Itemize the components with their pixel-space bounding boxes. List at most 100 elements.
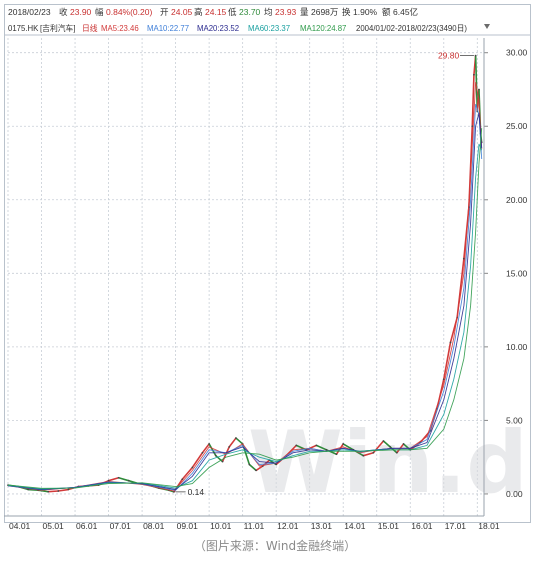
open-value: 24.05 [171,7,193,17]
price-point [395,451,398,454]
price-point [342,443,345,445]
price-segment [191,452,204,468]
annotation-label: 0.14 [188,487,205,497]
ma5-legend: MA5:23.46 [101,24,139,33]
ma-line-ma10 [7,104,483,491]
price-segment [306,444,317,451]
amount-label: 额 [382,7,391,17]
x-tick-label: 07.01 [110,521,132,531]
ma10-legend: MA10:22.77 [147,24,189,33]
y-tick-label: 10.00 [506,342,528,352]
price-segment [215,455,224,463]
chevron-down-icon[interactable] [484,24,490,29]
watermark: Win.d [248,413,528,513]
change-label: 幅 [95,7,104,17]
stock-name-label: [吉利汽车] [40,23,76,33]
price-point [295,444,298,447]
x-tick-label: 18.01 [478,521,500,531]
close-label: 收 [59,7,68,17]
annotations: 29.80 0.14 [175,51,474,497]
x-tick-label: 16.01 [411,521,433,531]
x-tick-label: 10.01 [210,521,232,531]
price-point [462,257,465,260]
price-segment [48,490,59,493]
price-point [228,445,231,448]
price-point [389,445,392,448]
period-button[interactable]: 日线 [82,23,98,33]
x-tick-label: 14.01 [344,521,366,531]
price-point [449,341,452,344]
price-segment [474,55,479,112]
ma20-legend: MA20:23.52 [197,24,239,33]
turnover-value: 1.90% [353,7,378,17]
price-segment [118,476,129,482]
volume-value: 2698万 [311,7,338,17]
y-tick-label: 25.00 [506,121,528,131]
x-tick-label: 04.01 [9,521,31,531]
price-point [255,469,257,472]
price-point [478,88,480,91]
price-segment [248,463,257,472]
price-segment [363,451,374,457]
price-point [181,478,184,481]
y-tick-label: 5.00 [506,415,523,425]
price-segment [58,488,69,492]
x-tick-label: 06.01 [76,521,98,531]
price-point [117,476,120,479]
quote-date: 2018/02/23 [8,7,51,17]
change-value: 0.84%(0.20) [106,7,152,17]
turnover-label: 换 [342,7,351,17]
price-point [235,437,237,439]
ticker-label: 0175.HK [8,24,39,33]
low-label: 低 [228,7,237,17]
price-point [208,443,211,445]
price-segment [269,459,277,466]
y-tick-label: 15.00 [506,268,528,278]
x-axis: 04.01 05.01 06.01 07.01 08.01 09.01 10.01 11.01… [4,515,500,531]
ma120-legend: MA120:24.87 [300,24,346,33]
price-point [57,490,60,492]
price-segment [208,443,217,457]
price-point [325,448,328,451]
price-point [382,440,385,442]
price-point [191,466,194,469]
price-segment [201,443,210,454]
price-point [127,479,130,482]
price-point [315,444,318,447]
high-value: 24.15 [205,7,227,17]
close-value: 23.90 [70,7,92,17]
price-point [335,453,338,456]
y-tick-label: 30.00 [506,48,528,58]
price-segment [316,444,327,451]
ma-line-ma120 [7,128,483,489]
x-tick-label: 13.01 [311,521,333,531]
avg-value: 23.93 [275,7,297,17]
quote-bar: 2018/02/23 收 23.90 幅 0.84%(0.20) 开 24.05… [8,7,418,17]
price-point [442,378,445,381]
date-range-label: 2004/01/02-2018/02/23(3490日) [356,24,467,33]
volume-label: 量 [300,7,309,17]
price-segment [403,443,411,451]
ma60-legend: MA60:23.37 [248,24,290,33]
x-tick-label: 15.01 [378,521,400,531]
price-point [473,73,475,76]
x-tick-label: 09.01 [177,521,199,531]
x-tick-label: 11.01 [244,521,265,531]
price-point [474,54,477,57]
image-caption: （图片来源：Wind金融终端） [193,539,357,553]
price-segment [235,437,244,445]
annotation-label: 29.80 [438,51,460,61]
price-point [201,451,204,454]
ma-line-ma20 [7,112,483,490]
price-point [47,490,50,493]
grid-lines [7,38,484,516]
price-point [173,490,175,493]
price-segment [471,74,475,127]
chart-frame [4,4,531,523]
price-point [214,454,217,457]
price-segment [382,440,391,448]
price-point [221,460,224,463]
x-tick-label: 12.01 [277,521,299,531]
y-axis: 0.00 5.00 10.00 15.00 20.00 25.00 30.00 [483,38,528,516]
